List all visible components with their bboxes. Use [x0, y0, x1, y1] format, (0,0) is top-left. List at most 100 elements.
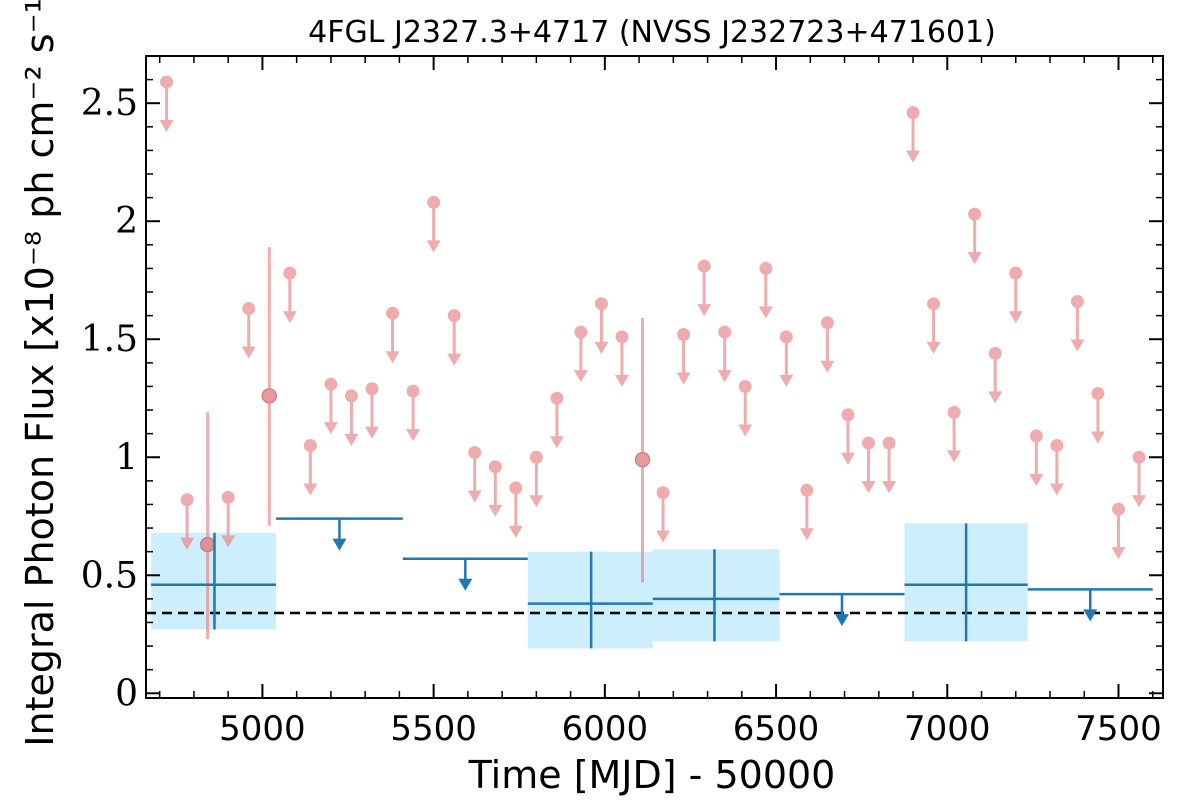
y-tick-label: 0 [115, 673, 138, 714]
short-bin-upper-limit-3 [241, 302, 256, 359]
short-bin-upper-limit-1 [180, 493, 195, 550]
long-bin-band-2 [652, 549, 780, 642]
x-tick-label: 6000 [562, 709, 649, 749]
short-upper-limit-marker [1070, 294, 1084, 308]
short-upper-limit-arrow [241, 346, 256, 359]
short-upper-limit-marker [968, 207, 982, 221]
x-tick-label: 7000 [904, 709, 991, 749]
short-upper-limit-arrow [758, 306, 773, 319]
short-bin-upper-limit-43 [1111, 502, 1126, 560]
short-upper-limit-arrow [779, 374, 794, 387]
short-upper-limit-marker [820, 316, 834, 330]
short-bin-upper-limit-23 [697, 259, 712, 317]
short-upper-limit-marker [841, 408, 855, 422]
short-upper-limit-marker [1132, 450, 1146, 464]
short-upper-limit-arrow [573, 370, 588, 383]
short-upper-limit-arrow [697, 304, 712, 317]
short-bin-upper-limit-28 [799, 483, 814, 541]
short-bin-upper-limit-17 [549, 391, 564, 449]
short-bin-upper-limit-22 [676, 328, 691, 385]
short-upper-limit-marker [1091, 387, 1105, 401]
short-bin-upper-limit-42 [1090, 387, 1105, 444]
short-bin-upper-limit-21 [656, 486, 671, 543]
short-bin-upper-limit-4 [282, 266, 297, 324]
short-upper-limit-marker [697, 259, 711, 273]
short-upper-limit-arrow [344, 433, 359, 446]
short-upper-limit-marker [927, 297, 941, 311]
short-upper-limit-marker [221, 490, 235, 504]
short-bin-upper-limit-20 [614, 330, 629, 387]
long-bin-detection-2 [652, 549, 780, 642]
short-bin-upper-limit-11 [426, 195, 441, 253]
short-upper-limit-marker [656, 486, 670, 500]
short-bin-upper-limit-27 [779, 330, 794, 387]
long-upper-limit-arrow [834, 614, 849, 627]
plot-frame [145, 55, 1164, 699]
short-bin-upper-limit-40 [1049, 438, 1064, 496]
short-upper-limit-marker [365, 382, 379, 396]
short-detection-marker [261, 388, 278, 404]
short-upper-limit-arrow [1132, 495, 1147, 508]
short-bin-upper-limit-18 [573, 325, 588, 383]
short-upper-limit-marker [594, 297, 608, 311]
long-bin-upper-limit-3 [1027, 588, 1153, 622]
short-bin-upper-limit-33 [906, 106, 921, 163]
short-upper-limit-arrow [303, 483, 318, 496]
short-upper-limit-marker [324, 377, 338, 391]
long-upper-limit-arrow [458, 578, 473, 591]
short-upper-limit-marker [468, 446, 482, 460]
short-upper-limit-arrow [1049, 483, 1064, 496]
short-upper-limit-marker [550, 391, 564, 405]
y-axis-label: Integral Photon Flux [x10⁻⁸ ph cm⁻² s⁻¹] [18, 0, 62, 747]
x-tick-label: 6500 [733, 709, 820, 749]
long-upper-limit-arrow [1083, 609, 1098, 622]
short-bin-upper-limit-34 [926, 297, 941, 354]
x-tick-label: 5000 [219, 709, 306, 749]
short-upper-limit-arrow [549, 436, 564, 449]
short-bin-upper-limit-25 [738, 379, 753, 437]
short-upper-limit-arrow [282, 311, 297, 324]
short-upper-limit-arrow [967, 252, 982, 265]
short-bin-upper-limit-44 [1132, 450, 1147, 508]
short-upper-limit-marker [574, 325, 588, 339]
short-upper-limit-arrow [365, 426, 379, 439]
long-bin-detection-0 [151, 532, 277, 630]
short-bin-upper-limit-26 [758, 261, 773, 319]
short-upper-limit-arrow [882, 481, 897, 494]
short-upper-limit-arrow [947, 450, 962, 463]
short-upper-limit-arrow [1070, 339, 1085, 352]
short-bin-upper-limit-24 [717, 325, 732, 383]
short-bin-upper-limit-2 [221, 490, 236, 548]
y-tick-label: 1 [115, 437, 138, 478]
short-bin-upper-limit-29 [820, 316, 835, 373]
short-bin-upper-limit-16 [529, 450, 544, 508]
short-upper-limit-arrow [820, 360, 835, 373]
short-upper-limit-arrow [614, 374, 629, 387]
long-bin-layer [151, 517, 1153, 649]
y-tick-label: 2.5 [81, 83, 138, 124]
short-upper-limit-marker [283, 266, 297, 280]
short-bin-layer [159, 75, 1147, 639]
short-bin-upper-limit-5 [303, 438, 318, 496]
short-bin-upper-limit-31 [861, 436, 876, 494]
short-upper-limit-arrow [656, 530, 671, 543]
short-upper-limit-marker [718, 325, 732, 339]
long-bin-upper-limit-1 [402, 557, 528, 591]
short-upper-limit-arrow [467, 490, 482, 503]
long-upper-limit-arrow [332, 538, 347, 551]
short-bin-upper-limit-32 [882, 436, 897, 494]
short-upper-limit-arrow [180, 537, 195, 550]
short-upper-limit-arrow [988, 391, 1003, 404]
short-upper-limit-marker [882, 436, 896, 450]
short-upper-limit-marker [862, 436, 876, 450]
short-bin-upper-limit-12 [447, 309, 462, 366]
short-bin-upper-limit-10 [406, 384, 421, 442]
short-upper-limit-arrow [1090, 431, 1105, 444]
short-upper-limit-arrow [221, 535, 236, 548]
long-bin-upper-limit-2 [779, 592, 905, 627]
short-upper-limit-arrow [508, 525, 523, 538]
chart-title: 4FGL J2327.3+4717 (NVSS J232723+471601) [308, 15, 996, 50]
short-upper-limit-arrow [488, 504, 503, 517]
short-upper-limit-marker [677, 328, 691, 342]
short-bin-upper-limit-6 [323, 377, 338, 435]
